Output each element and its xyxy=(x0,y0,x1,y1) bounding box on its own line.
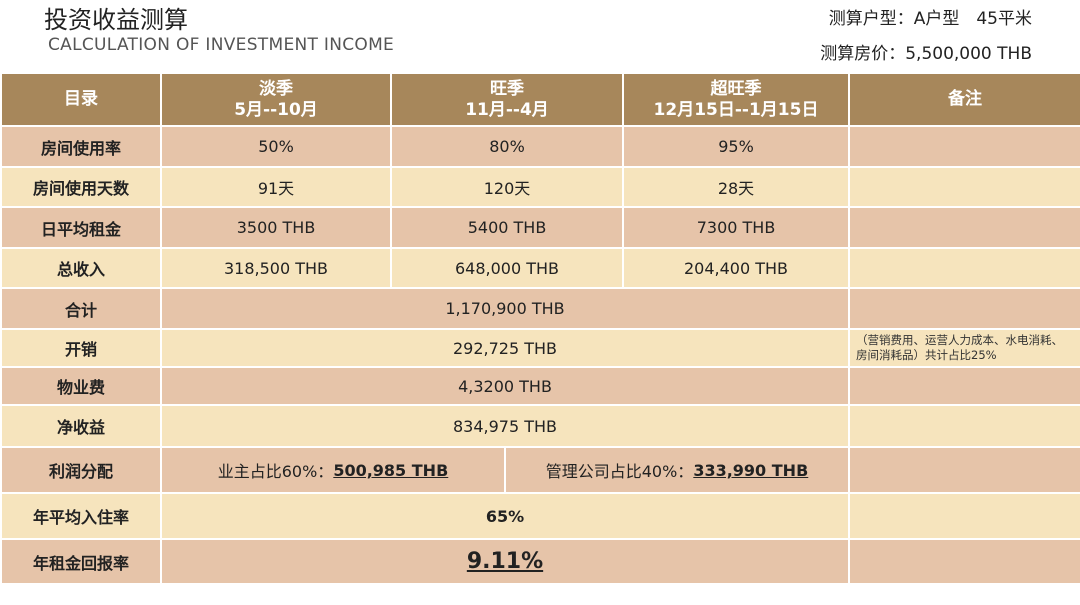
unit-type: 测算户型：A户型 45平米 xyxy=(828,9,1032,29)
column-period: 11月--4月 xyxy=(465,99,549,120)
table-row: 房间使用天数 91天 120天 28天 xyxy=(0,166,1080,208)
row-label: 房间使用率 xyxy=(0,125,162,168)
row-label: 开销 xyxy=(0,328,162,368)
subtitle: CALCULATION OF INVESTMENT INCOME xyxy=(48,35,395,55)
column-period: 5月--10月 xyxy=(234,99,318,120)
table-row: 年租金回报率 9.11% xyxy=(0,538,1080,585)
row-note-empty xyxy=(848,538,1080,585)
cell-value: 318,500 THB xyxy=(160,247,392,289)
cell-value: 292,725 THB xyxy=(160,328,850,368)
table-row: 日平均租金 3500 THB 5400 THB 7300 THB xyxy=(0,206,1080,249)
column-name: 超旺季 xyxy=(710,78,762,99)
cell-value: 65% xyxy=(160,492,850,540)
share-amount: 333,990 THB xyxy=(693,460,809,480)
table-row: 合计 1,170,900 THB xyxy=(0,287,1080,330)
share: 管理公司占比40%： 333,990 THB xyxy=(504,448,848,492)
column-header: 备注 xyxy=(848,72,1080,127)
row-label: 日平均租金 xyxy=(0,206,162,249)
cell-value: 7300 THB xyxy=(622,206,850,249)
row-label: 利润分配 xyxy=(0,446,162,494)
cell-value: 5400 THB xyxy=(390,206,624,249)
row-label: 总收入 xyxy=(0,247,162,289)
column-name: 淡季 xyxy=(259,78,293,99)
row-label: 房间使用天数 xyxy=(0,166,162,208)
split-cell: 业主占比60%： 500,985 THB 管理公司占比40%： 333,990 THB xyxy=(160,446,850,494)
cell-value: 3500 THB xyxy=(160,206,392,249)
table-row: 净收益 834,975 THB xyxy=(0,404,1080,448)
cell-value: 80% xyxy=(390,125,624,168)
row-note-empty xyxy=(848,125,1080,168)
table-row: 利润分配 业主占比60%： 500,985 THB 管理公司占比40%： 333,990… xyxy=(0,446,1080,494)
cell-value: 1,170,900 THB xyxy=(160,287,850,330)
cell-value: 120天 xyxy=(390,166,624,208)
row-label: 年平均入住率 xyxy=(0,492,162,540)
cell-value: 4,3200 THB xyxy=(160,366,850,406)
split: 业主占比60%： 500,985 THB 管理公司占比40%： 333,990 THB xyxy=(162,448,848,492)
share-text: 业主占比60%： xyxy=(217,462,334,481)
table-row: 房间使用率 50% 80% 95% xyxy=(0,125,1080,168)
row-note-empty xyxy=(848,366,1080,406)
table-row: 总收入 318,500 THB 648,000 THB 204,400 THB xyxy=(0,247,1080,289)
cell-value: 204,400 THB xyxy=(622,247,850,289)
cell-value: 28天 xyxy=(622,166,850,208)
column-period: 12月15日--1月15日 xyxy=(653,99,819,120)
share-amount: 500,985 THB xyxy=(333,460,449,480)
row-note: （营销费用、运营人力成本、水电消耗、房间消耗品）共计占比25% xyxy=(848,328,1080,368)
row-note-empty xyxy=(848,166,1080,208)
column-header: 目录 xyxy=(0,72,162,127)
row-label: 合计 xyxy=(0,287,162,330)
title: 投资收益测算 xyxy=(44,6,188,34)
column-header: 超旺季 12月15日--1月15日 xyxy=(622,72,850,127)
table-row: 开销 292,725 THB （营销费用、运营人力成本、水电消耗、房间消耗品）共计占… xyxy=(0,328,1080,368)
column-name: 备注 xyxy=(948,89,982,109)
row-label: 年租金回报率 xyxy=(0,538,162,585)
table-body: 房间使用率 50% 80% 95% 房间使用天数 91天 120天 28天 日平均租金 3500 … xyxy=(0,125,1080,585)
cell-value: 648,000 THB xyxy=(390,247,624,289)
column-header: 淡季 5月--10月 xyxy=(160,72,392,127)
cell-value: 834,975 THB xyxy=(160,404,850,448)
price: 测算房价：5,500,000 THB xyxy=(820,44,1032,64)
table-row: 物业费 4,3200 THB xyxy=(0,366,1080,406)
row-note-empty xyxy=(848,404,1080,448)
column-name: 目录 xyxy=(64,89,98,109)
cell-value: 9.11% xyxy=(160,538,850,585)
row-note-empty xyxy=(848,206,1080,249)
row-note-empty xyxy=(848,492,1080,540)
header-row: 目录 淡季 5月--10月 旺季 11月--4月 超旺季 12月15日--1月15日 备注 xyxy=(0,72,1080,127)
row-note-empty xyxy=(848,446,1080,494)
row-note-empty xyxy=(848,287,1080,330)
share-text: 管理公司占比40%： xyxy=(545,462,694,481)
row-label: 物业费 xyxy=(0,366,162,406)
cell-value: 50% xyxy=(160,125,392,168)
cell-value: 91天 xyxy=(160,166,392,208)
cell-value: 95% xyxy=(622,125,850,168)
income-table: 目录 淡季 5月--10月 旺季 11月--4月 超旺季 12月15日--1月15日 备注 房… xyxy=(0,72,1080,585)
column-header: 旺季 11月--4月 xyxy=(390,72,624,127)
row-label: 净收益 xyxy=(0,404,162,448)
table-row: 年平均入住率 65% xyxy=(0,492,1080,540)
column-name: 旺季 xyxy=(490,78,524,99)
share: 业主占比60%： 500,985 THB xyxy=(162,448,504,492)
row-note-empty xyxy=(848,247,1080,289)
